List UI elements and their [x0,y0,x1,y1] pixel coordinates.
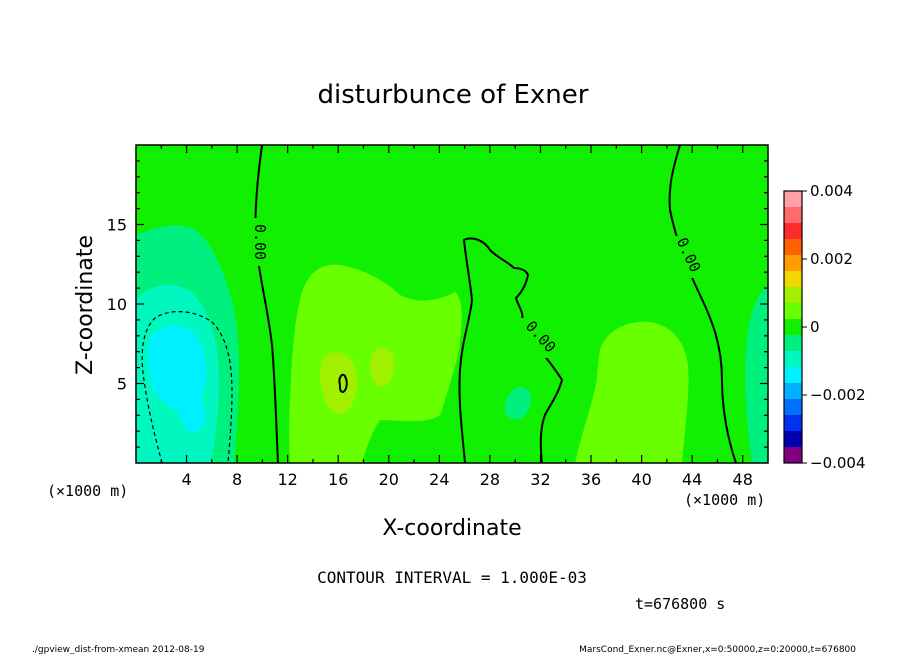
negative-contour-dashed [141,311,233,464]
footer-left: ./gpview_dist-from-xmean 2012-08-19 [32,645,205,654]
x-unit-left: (×1000 m) [47,482,128,500]
contour-interval-text: CONTOUR INTERVAL = 1.000E-03 [317,568,587,587]
x-tick-label: 32 [530,470,550,489]
colorbar-swatch [784,191,802,208]
colorbar-swatch [784,303,802,320]
colorbar-swatch [784,319,802,336]
colorbar-swatch [784,351,802,368]
colorbar-swatch [784,415,802,432]
time-text: t=676800 s [635,595,725,613]
positive-blob-2 [370,347,394,387]
x-tick-label: 24 [429,470,449,489]
zero-contour-center [458,237,564,463]
contour-label-bg-1 [244,218,266,266]
x-tick-label: 8 [232,470,242,489]
x-tick-label: 12 [278,470,298,489]
colorbar-ticks [802,190,807,464]
colorbar-tick-label: 0 [810,318,820,336]
colorbar-swatch [784,335,802,352]
contour-lines [254,145,737,463]
negative-region-right-edge [745,285,768,463]
x-tick-label: 28 [480,470,500,489]
colorbar-swatch [784,287,802,304]
y-tick-label: 15 [107,216,127,235]
colorbar-tick-label: 0.004 [810,182,853,200]
colorbar-swatch [784,447,802,464]
x-tick-label: 16 [328,470,348,489]
zero-contour-left [254,145,279,463]
contour-label-bg-2 [668,236,694,278]
x-tick-label: 20 [379,470,399,489]
y-axis-ticks [136,160,768,448]
x-axis-label: X-coordinate [382,516,521,541]
x-axis-tick-labels: 4 8 12 16 20 24 28 32 36 40 44 48 [181,470,752,489]
y-tick-label: 10 [107,295,127,314]
colorbar-swatch [784,255,802,272]
chart-title: disturbunce of Exner [318,80,589,110]
colorbar-swatch [784,271,802,288]
x-tick-label: 36 [581,470,601,489]
x-tick-label: 4 [181,470,191,489]
positive-region-right [575,321,689,463]
colorbar-swatch [784,239,802,256]
colorbar-tick-labels: 0.004 0.002 0 −0.002 −0.004 [810,182,866,472]
colorbar-swatch [784,367,802,384]
footer-right: MarsCond_Exner.nc@Exner,x=0:50000,z=0:20… [579,645,856,654]
colorbar-swatch [784,431,802,448]
y-axis-tick-labels: 5 10 15 [107,216,127,394]
y-tick-label: 5 [117,375,127,394]
colorbar-swatch [784,383,802,400]
colorbar-swatch [784,223,802,240]
colorbar-tick-label: −0.002 [810,386,866,404]
contour-label-1: 0.00 [251,224,269,260]
y-axis-label: Z-coordinate [73,235,98,375]
x-tick-label: 44 [682,470,702,489]
positive-blob-1 [319,351,358,414]
x-tick-label: 48 [733,470,753,489]
contour-label-bg-3 [518,318,554,358]
negative-patch-center [504,387,531,420]
positive-contour-small [338,373,348,394]
colorbar-tick-label: 0.002 [810,250,853,268]
x-tick-label: 40 [631,470,651,489]
zero-contour-right [668,145,737,463]
colorbar-swatch [784,399,802,416]
negative-region-left-core [147,325,207,432]
colorbar-swatch [784,207,802,224]
colorbar [784,191,802,464]
x-axis-ticks [160,145,744,463]
plot-area [136,145,768,463]
colorbar-tick-label: −0.004 [810,454,866,472]
x-unit-right: (×1000 m) [684,491,765,509]
